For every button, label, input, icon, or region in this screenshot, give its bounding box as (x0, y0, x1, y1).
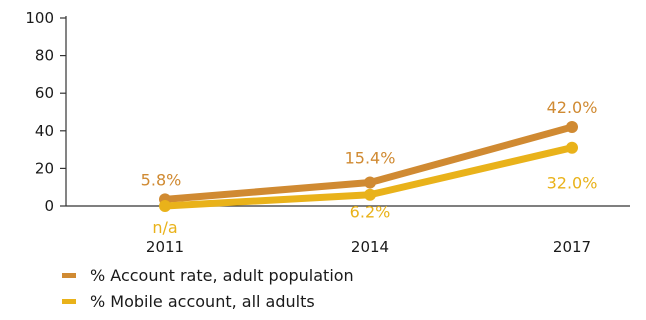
data-label-mobile-account-all-adults-2011: n/a (152, 218, 177, 237)
y-tick-label: 60 (35, 84, 54, 102)
data-label-account-rate-adult-population-2017: 42.0% (547, 98, 598, 117)
y-tick-label: 80 (35, 47, 54, 65)
x-tick-label-2017: 2017 (553, 238, 591, 256)
data-point-mobile-account-all-adults-2017 (566, 141, 578, 154)
y-axis: 0 20 40 60 80 100 (25, 9, 67, 215)
y-tick-label: 40 (35, 122, 54, 140)
legend-label-account-rate: % Account rate, adult population (90, 265, 354, 285)
legend-item-account-rate: % Account rate, adult population (62, 262, 354, 288)
data-point-account-rate-adult-population-2014 (364, 176, 376, 189)
data-point-mobile-account-all-adults-2014 (364, 188, 376, 201)
legend-swatch-account-rate (62, 272, 76, 278)
series-lines (159, 121, 578, 212)
data-label-mobile-account-all-adults-2014: 6.2% (350, 203, 391, 222)
legend-label-mobile-account: % Mobile account, all adults (90, 291, 315, 311)
y-tick-label: 100 (25, 9, 54, 27)
x-axis: 2011 2014 2017 (66, 205, 630, 256)
y-tick-label: 20 (35, 159, 54, 177)
x-tick-label-2011: 2011 (146, 238, 184, 256)
legend-item-mobile-account: % Mobile account, all adults (62, 288, 354, 314)
x-tick-label-2014: 2014 (351, 238, 389, 256)
data-labels: 5.8% 15.4% 42.0% n/a 6.2% 32.0% (141, 98, 598, 237)
data-point-account-rate-adult-population-2017 (566, 121, 578, 134)
data-label-account-rate-adult-population-2014: 15.4% (345, 149, 396, 168)
y-tick-label: 0 (44, 197, 54, 215)
legend-swatch-mobile-account (62, 298, 76, 304)
data-label-mobile-account-all-adults-2017: 32.0% (547, 174, 598, 193)
data-label-account-rate-adult-population-2011: 5.8% (141, 170, 182, 189)
legend: % Account rate, adult population % Mobil… (62, 262, 354, 314)
data-point-mobile-account-all-adults-2011 (159, 200, 171, 212)
